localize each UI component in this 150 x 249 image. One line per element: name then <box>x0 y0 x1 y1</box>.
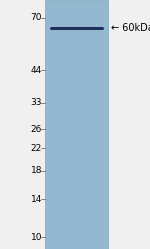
FancyBboxPatch shape <box>45 0 108 249</box>
Text: 22: 22 <box>31 144 42 153</box>
Text: 14: 14 <box>31 195 42 204</box>
Text: 33: 33 <box>30 98 42 107</box>
Text: 44: 44 <box>31 66 42 75</box>
Text: 70: 70 <box>30 13 42 22</box>
Text: 10: 10 <box>30 233 42 242</box>
Text: 18: 18 <box>30 166 42 175</box>
Text: 26: 26 <box>31 125 42 134</box>
Text: ← 60kDa: ← 60kDa <box>111 23 150 33</box>
